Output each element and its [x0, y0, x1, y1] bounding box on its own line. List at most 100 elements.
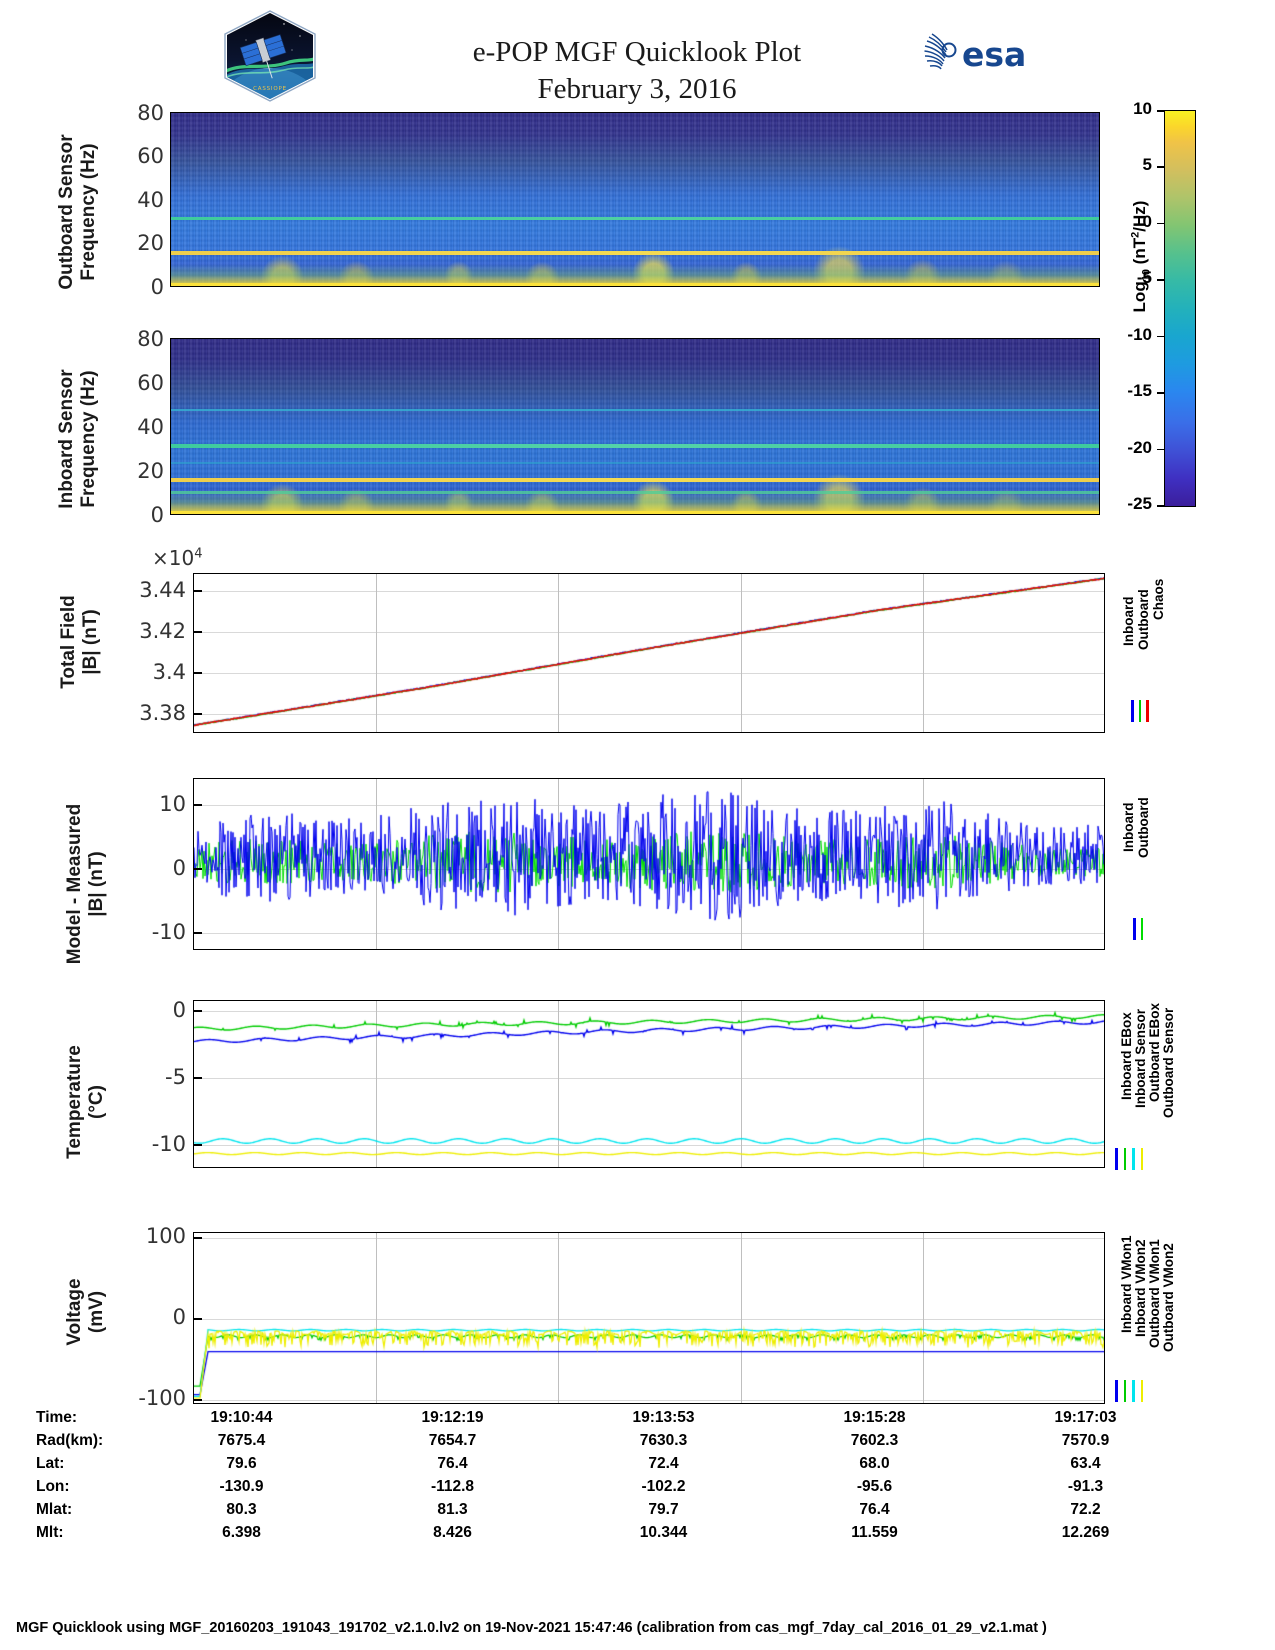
ephemeris-row-label: Mlt: — [36, 1523, 64, 1541]
legend-swatch-outboard-ebox — [1132, 1148, 1135, 1170]
colorbar-tickmark — [1157, 392, 1164, 394]
spin-harmonic-48hz — [171, 409, 1099, 411]
ephemeris-row: Lat: 79.6 76.4 72.4 68.0 63.4 — [36, 1452, 1191, 1475]
legend-voltage-inboard-vmon2: Inboard VMon2 — [1133, 1239, 1148, 1338]
ephemeris-cell: 81.3 — [437, 1500, 468, 1518]
panel-inboard-ylabel: Inboard Sensor Frequency (Hz) — [56, 369, 99, 509]
legend-swatch-inboard-vmon1 — [1115, 1380, 1118, 1402]
spin-harmonic-16hz — [171, 250, 1099, 255]
ephemeris-cell: 76.4 — [859, 1500, 890, 1518]
legend-swatch-outboard — [1140, 918, 1143, 940]
panel-model-measured-ytick-neg10: -10 — [151, 920, 186, 944]
ephemeris-row-label: Rad(km): — [36, 1431, 104, 1449]
legend-swatch-inboard-ebox — [1115, 1148, 1118, 1170]
legend-temperature-outboard-ebox: Outboard EBox — [1147, 1002, 1162, 1102]
panel-temperature-ytick-0: 0 — [172, 998, 186, 1022]
colorbar-tickmark — [1157, 448, 1164, 451]
colorbar-tickmark — [1157, 335, 1164, 338]
panel-voltage-ytick-neg100: -100 — [138, 1386, 186, 1410]
ephemeris-cell: -112.8 — [430, 1477, 475, 1495]
model-measured-trace — [194, 779, 1104, 949]
ephemeris-cell: 19:13:53 — [632, 1408, 695, 1426]
ephemeris-cell: 19:15:28 — [843, 1408, 906, 1426]
page-title-line2: February 3, 2016 — [537, 73, 737, 106]
ephemeris-cell: 76.4 — [437, 1454, 468, 1472]
colorbar — [1164, 110, 1196, 507]
spin-harmonic-31hz — [171, 216, 1099, 220]
ephemeris-cell: 7675.4 — [217, 1431, 266, 1449]
panel-inboard-ytick-20: 20 — [137, 459, 164, 483]
legend-voltage-outboard-vmon2: Outboard VMon2 — [1161, 1243, 1176, 1352]
panel-inboard-ytick-80: 80 — [137, 327, 164, 351]
colorbar-tick-neg20: -20 — [1127, 437, 1152, 457]
ephemeris-row: Lon: -130.9 -112.8 -102.2 -95.6 -91.3 — [36, 1475, 1191, 1498]
ephemeris-cell: -102.2 — [641, 1477, 686, 1495]
panel-model-measured-ytick-0: 0 — [172, 856, 186, 880]
dc-line — [171, 283, 1099, 286]
legend-total-field-outboard: Outboard — [1136, 589, 1151, 650]
ephemeris-cell: 19:10:44 — [210, 1408, 273, 1426]
panel-inboard-axes — [170, 338, 1100, 515]
spin-harmonic-24hz — [171, 461, 1099, 464]
legend-model-measured-outboard: Outboard — [1136, 797, 1151, 858]
colorbar-tickmark — [1157, 279, 1164, 281]
ephemeris-cell: 11.559 — [851, 1523, 898, 1541]
panel-total-field-ylabel: Total Field |B| (nT) — [58, 595, 101, 689]
ephemeris-cell: 7630.3 — [639, 1431, 688, 1449]
ephemeris-cell: -95.6 — [856, 1477, 893, 1495]
ephemeris-table: Time: 19:10:44 19:12:19 19:13:53 19:15:28 19:… — [0, 1406, 1275, 1544]
panel-temperature-axes — [193, 1000, 1105, 1168]
ephemeris-row-label: Mlat: — [36, 1500, 73, 1518]
panel-voltage-ytick-0: 0 — [172, 1305, 186, 1329]
panel-outboard-ytick-80: 80 — [137, 101, 164, 125]
colorbar-tickmark — [1157, 110, 1164, 112]
colorbar-tick-neg5: -5 — [1136, 268, 1152, 288]
ephemeris-cell: 12.269 — [1061, 1523, 1110, 1541]
ephemeris-cell: 7602.3 — [850, 1431, 899, 1449]
low-frequency-band — [171, 263, 1099, 286]
panel-total-field-ytick-342: 3.42 — [139, 619, 186, 643]
ephemeris-row: Time: 19:10:44 19:12:19 19:13:53 19:15:28 19:… — [36, 1406, 1191, 1429]
esa-logo-icon: esa — [924, 33, 1026, 74]
total-field-trace — [194, 574, 1104, 732]
temperature-trace — [194, 1001, 1104, 1167]
voltage-trace — [194, 1233, 1104, 1403]
ephemeris-cell: 79.7 — [648, 1500, 679, 1518]
esa-wordmark: esa — [962, 35, 1026, 74]
panel-temperature-ylabel: Temperature (°C) — [64, 1045, 107, 1159]
panel-inboard-ytick-60: 60 — [137, 371, 164, 395]
ephemeris-cell: 72.2 — [1070, 1500, 1101, 1518]
panel-model-measured-ylabel: Model - Measured |B| (nT) — [64, 803, 107, 965]
legend-swatch-outboard-vmon2 — [1140, 1380, 1143, 1402]
legend-swatch-chaos — [1146, 700, 1149, 722]
legend-model-measured-inboard: Inboard — [1121, 802, 1136, 853]
panel-inboard-ytick-0: 0 — [150, 503, 164, 527]
ephemeris-cell: 6.398 — [222, 1523, 261, 1541]
legend-temperature-outboard-sensor: Outboard Sensor — [1161, 1007, 1176, 1118]
legend-swatch-outboard-sensor — [1140, 1148, 1143, 1170]
legend-total-field-inboard: Inboard — [1121, 596, 1136, 647]
colorbar-tickmark — [1157, 222, 1164, 225]
panel-total-field-ytick-344: 3.44 — [139, 578, 186, 602]
ephemeris-cell: 8.426 — [433, 1523, 472, 1541]
panel-temperature-ytick-neg5: -5 — [165, 1065, 186, 1089]
low-frequency-band — [171, 489, 1099, 514]
spin-harmonic-31hz — [171, 444, 1099, 448]
ephemeris-cell: -91.3 — [1067, 1477, 1104, 1495]
ephemeris-cell: 19:12:19 — [421, 1408, 484, 1426]
colorbar-tickmark — [1157, 166, 1164, 168]
legend-temperature-inboard-sensor: Inboard Sensor — [1133, 1008, 1148, 1108]
colorbar-tick-neg10: -10 — [1127, 324, 1152, 344]
panel-total-field-ytick-34: 3.4 — [152, 660, 186, 684]
dc-line — [171, 511, 1099, 514]
footer-provenance-text: MGF Quicklook using MGF_20160203_191043_… — [16, 1620, 1047, 1636]
ephemeris-row-label: Lon: — [36, 1477, 70, 1495]
legend-swatch-inboard — [1133, 918, 1136, 940]
legend-voltage-swatches — [1115, 1380, 1143, 1402]
legend-temperature-swatches — [1115, 1148, 1143, 1170]
legend-temperature-inboard-ebox: Inboard EBox — [1119, 1012, 1134, 1100]
ephemeris-row-label: Time: — [36, 1408, 78, 1426]
panel-outboard-ytick-20: 20 — [137, 231, 164, 255]
ephemeris-cell: 80.3 — [226, 1500, 257, 1518]
panel-outboard-ylabel: Outboard Sensor Frequency (Hz) — [56, 134, 99, 290]
